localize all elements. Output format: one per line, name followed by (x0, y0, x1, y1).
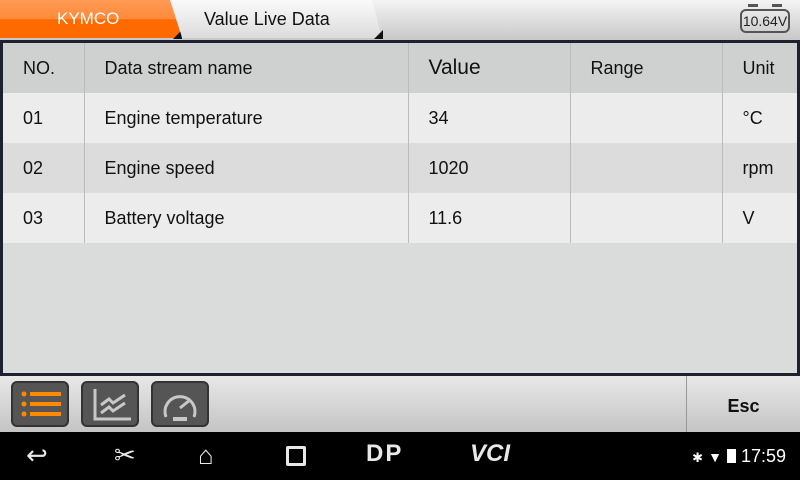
table-row[interactable]: 01 Engine temperature 34 °C (3, 93, 797, 143)
data-table-panel: NO. Data stream name Value Range Unit 01… (0, 40, 800, 376)
wifi-icon: ▼ (708, 449, 722, 465)
list-view-button[interactable] (11, 381, 69, 427)
recent-apps-icon[interactable] (286, 446, 306, 466)
cell-name: Engine temperature (84, 93, 409, 143)
battery-voltage: 10.64V (740, 4, 790, 33)
table-row[interactable]: 03 Battery voltage 11.6 V (3, 193, 797, 243)
cell-unit: rpm (722, 143, 797, 193)
table-row[interactable]: 02 Engine speed 1020 rpm (3, 143, 797, 193)
back-icon[interactable]: ↩ (26, 440, 48, 470)
gauge-icon (163, 395, 197, 421)
title-bar: KYMCO Value Live Data 10.64V (0, 0, 800, 40)
tab-corner (374, 30, 383, 39)
graph-view-button[interactable] (81, 381, 139, 427)
breadcrumb-value-live-data[interactable]: Value Live Data (172, 0, 382, 38)
col-unit: Unit (722, 43, 797, 93)
cell-name: Engine speed (84, 143, 409, 193)
vci-button[interactable]: VCI (470, 440, 511, 467)
status-area: ✱ ▼ 17:59 (692, 446, 786, 467)
col-name: Data stream name (84, 43, 409, 93)
cell-name: Battery voltage (84, 193, 409, 243)
battery-icon (726, 449, 736, 463)
cell-unit: V (722, 193, 797, 243)
cell-range (570, 193, 723, 243)
graph-icon (93, 389, 131, 421)
bluetooth-icon: ✱ (692, 450, 704, 465)
scissors-icon[interactable]: ✂ (114, 440, 136, 470)
cell-no: 03 (3, 193, 85, 243)
cell-value: 34 (408, 93, 571, 143)
cell-value: 1020 (408, 143, 571, 193)
live-data-table: NO. Data stream name Value Range Unit 01… (3, 43, 797, 243)
home-icon[interactable]: ⌂ (198, 440, 214, 470)
col-no: NO. (3, 43, 85, 93)
cell-range (570, 143, 723, 193)
cell-unit: °C (722, 93, 797, 143)
dp-button[interactable]: DP (366, 440, 404, 467)
clock: 17:59 (740, 446, 786, 466)
gauge-view-button[interactable] (151, 381, 209, 427)
table-header: NO. Data stream name Value Range Unit (3, 43, 797, 93)
cell-range (570, 93, 723, 143)
brand-tab[interactable]: KYMCO (0, 0, 182, 38)
col-range: Range (570, 43, 723, 93)
esc-button[interactable]: Esc (686, 376, 800, 432)
list-icon (21, 391, 61, 417)
cell-no: 01 (3, 93, 85, 143)
android-nav-bar: ↩ ✂ ⌂ DP VCI ✱ ▼ 17:59 (0, 432, 800, 480)
cell-value: 11.6 (408, 193, 571, 243)
bottom-toolbar: Esc (0, 376, 800, 432)
tab-corner (173, 30, 182, 39)
cell-no: 02 (3, 143, 85, 193)
col-value: Value (408, 43, 571, 93)
